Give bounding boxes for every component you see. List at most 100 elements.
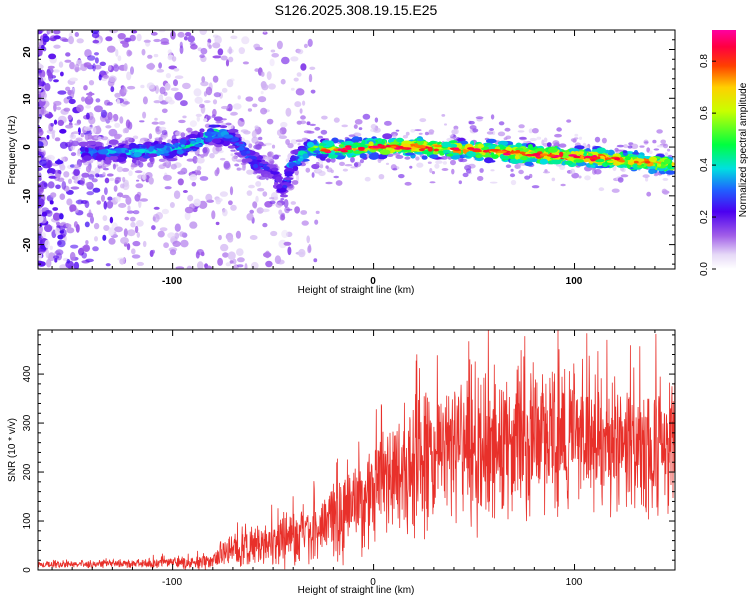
halo-blob (489, 181, 498, 184)
ridge-blob (163, 150, 169, 154)
halo-blob (151, 121, 159, 125)
noise-blob (233, 103, 242, 110)
ridge-blob (622, 150, 628, 154)
noise-blob (302, 100, 306, 106)
noise-blob (92, 63, 96, 72)
halo-blob (656, 144, 665, 148)
halo-blob (116, 166, 124, 173)
noise-blob (263, 30, 267, 33)
noise-blob (48, 175, 58, 179)
noise-blob (169, 202, 175, 208)
noise-blob (200, 81, 209, 87)
noise-blob (54, 227, 61, 236)
noise-blob (54, 137, 61, 142)
noise-blob (39, 183, 44, 192)
noise-blob (295, 88, 305, 96)
noise-blob (209, 153, 215, 159)
halo-blob (656, 129, 663, 134)
spectrogram-panel: -100 0 100 -20 -10 0 10 20 Height of str… (7, 29, 676, 296)
noise-blob (82, 244, 91, 252)
noise-blob (60, 229, 67, 238)
noise-blob (122, 176, 126, 183)
noise-blob (189, 42, 196, 46)
noise-blob (70, 186, 80, 190)
noise-blob (108, 65, 112, 71)
noise-blob (59, 164, 66, 171)
ridge-blob (344, 140, 354, 145)
noise-blob (86, 112, 90, 120)
noise-blob (283, 199, 289, 208)
noise-blob (69, 61, 75, 70)
noise-blob (280, 121, 288, 128)
noise-blob (114, 226, 123, 233)
halo-blob (543, 137, 548, 143)
halo-blob (392, 168, 398, 171)
halo-blob (69, 133, 77, 140)
halo-blob (617, 177, 624, 183)
halo-blob (465, 168, 472, 174)
ridge-blob (115, 156, 126, 162)
noise-blob (86, 212, 94, 218)
ridge-blob (193, 130, 199, 135)
ridge-blob (574, 151, 579, 156)
noise-blob (38, 64, 44, 70)
noise-blob (309, 66, 316, 71)
halo-blob (531, 185, 540, 189)
noise-blob (199, 54, 205, 59)
halo-blob (240, 129, 249, 133)
colorbar-tick-label: 0.0 (699, 262, 710, 276)
halo-blob (335, 180, 343, 186)
noise-blob (263, 252, 272, 258)
noise-blob (45, 249, 50, 259)
ridge-blob (353, 150, 361, 154)
noise-blob (93, 222, 100, 230)
ridge-blob (648, 156, 658, 163)
noise-blob (152, 216, 156, 222)
ridge-blob (596, 147, 607, 154)
ridge-core (519, 151, 525, 155)
noise-blob (230, 35, 238, 40)
halo-blob (255, 181, 262, 187)
halo-blob (295, 139, 304, 143)
noise-blob (180, 239, 189, 248)
noise-blob (38, 207, 42, 216)
noise-blob (52, 212, 61, 221)
halo-blob (644, 141, 649, 144)
halo-blob (573, 137, 579, 140)
noise-blob (308, 73, 313, 83)
noise-blob (228, 46, 232, 55)
halo-blob (578, 136, 583, 140)
ridge-blob (258, 163, 264, 167)
ridge-blob (253, 163, 259, 169)
colorbar-tick-label: 0.2 (699, 210, 710, 224)
ridge-blob (358, 136, 363, 142)
halo-blob (442, 161, 447, 165)
halo-blob (139, 120, 145, 123)
halo-blob (504, 127, 511, 132)
halo-blob (191, 171, 196, 174)
noise-blob (136, 33, 142, 42)
noise-blob (228, 200, 233, 206)
ridge-core (345, 145, 352, 148)
noise-blob (55, 173, 61, 179)
noise-blob (148, 133, 153, 140)
noise-blob (42, 35, 50, 43)
ridge-core (502, 152, 511, 156)
noise-blob (215, 199, 221, 205)
halo-blob (358, 127, 363, 131)
halo-blob (653, 173, 659, 177)
ridge-blob (276, 187, 287, 193)
noise-blob (212, 55, 222, 59)
noise-blob (229, 260, 234, 264)
ridge-blob (564, 160, 574, 165)
noise-blob (270, 49, 276, 53)
noise-blob (167, 49, 172, 55)
ridge-blob (149, 156, 154, 163)
halo-blob (510, 168, 514, 172)
noise-blob (121, 194, 130, 199)
noise-blob (177, 31, 185, 38)
noise-blob (75, 224, 80, 233)
halo-blob (321, 115, 328, 120)
ridge-blob (180, 144, 185, 148)
